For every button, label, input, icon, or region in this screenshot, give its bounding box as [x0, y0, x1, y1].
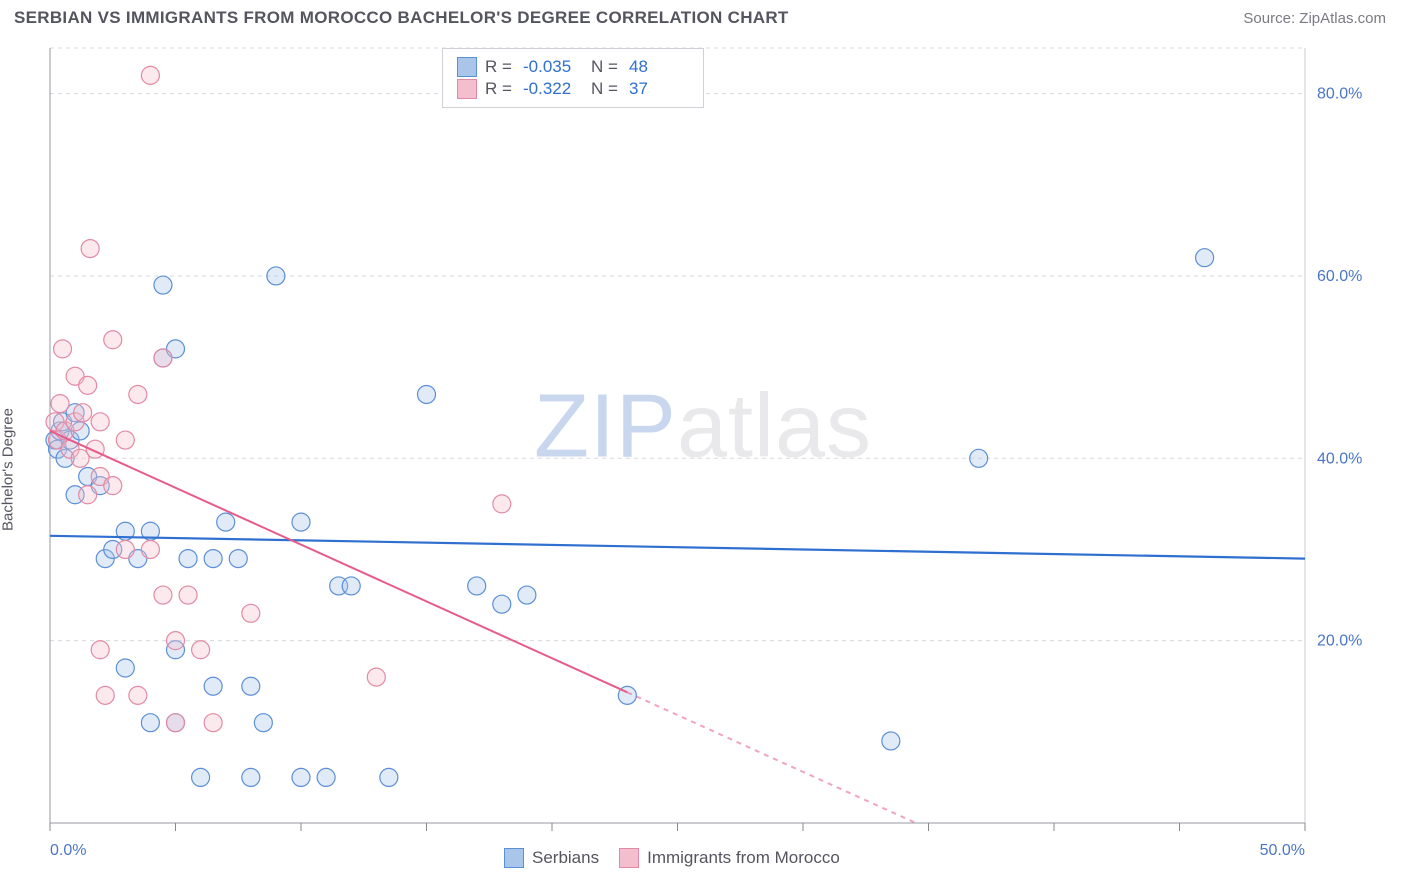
legend-n-value: 37 — [629, 79, 689, 99]
scatter-point — [267, 267, 285, 285]
scatter-point — [229, 550, 247, 568]
scatter-point — [104, 477, 122, 495]
scatter-point — [116, 659, 134, 677]
scatter-point — [380, 768, 398, 786]
trend-line-dashed — [627, 692, 916, 823]
scatter-point — [493, 495, 511, 513]
scatter-point — [141, 66, 159, 84]
legend-item-label: Serbians — [532, 848, 599, 868]
scatter-point — [91, 641, 109, 659]
legend-n-value: 48 — [629, 57, 689, 77]
scatter-point — [129, 686, 147, 704]
legend-r-value: -0.035 — [523, 57, 583, 77]
legend-item-label: Immigrants from Morocco — [647, 848, 840, 868]
legend-n-label: N = — [591, 79, 621, 99]
scatter-point — [54, 340, 72, 358]
scatter-point — [292, 513, 310, 531]
chart-source: Source: ZipAtlas.com — [1243, 10, 1386, 27]
chart-title: SERBIAN VS IMMIGRANTS FROM MOROCCO BACHE… — [14, 8, 789, 28]
scatter-point — [242, 604, 260, 622]
scatter-point — [141, 714, 159, 732]
scatter-point — [970, 449, 988, 467]
scatter-point — [192, 641, 210, 659]
scatter-point — [342, 577, 360, 595]
legend-row: R = -0.035 N = 48 — [457, 57, 689, 77]
legend-r-label: R = — [485, 57, 515, 77]
scatter-point — [317, 768, 335, 786]
source-name: ZipAtlas.com — [1299, 10, 1386, 27]
scatter-point — [79, 486, 97, 504]
scatter-point — [167, 714, 185, 732]
scatter-point — [217, 513, 235, 531]
legend-item: Serbians — [504, 848, 599, 868]
scatter-point — [116, 431, 134, 449]
scatter-point — [204, 677, 222, 695]
svg-text:60.0%: 60.0% — [1317, 268, 1362, 285]
scatter-point — [179, 550, 197, 568]
scatter-point — [418, 385, 436, 403]
scatter-point — [179, 586, 197, 604]
scatter-point — [518, 586, 536, 604]
legend-r-value: -0.322 — [523, 79, 583, 99]
scatter-point — [154, 349, 172, 367]
legend-swatch — [504, 848, 524, 868]
scatter-chart-svg: 0.0% 50.0% 20.0% 40.0% 60.0% 80.0% — [0, 38, 1406, 883]
scatter-point — [154, 586, 172, 604]
legend-swatch — [619, 848, 639, 868]
legend-row: R = -0.322 N = 37 — [457, 79, 689, 99]
scatter-point — [204, 550, 222, 568]
legend-item: Immigrants from Morocco — [619, 848, 840, 868]
svg-text:80.0%: 80.0% — [1317, 86, 1362, 103]
scatter-point — [141, 540, 159, 558]
legend-r-label: R = — [485, 79, 515, 99]
svg-text:40.0%: 40.0% — [1317, 450, 1362, 467]
scatter-point — [129, 385, 147, 403]
scatter-point — [192, 768, 210, 786]
scatter-point — [81, 240, 99, 258]
legend-n-label: N = — [591, 57, 621, 77]
scatter-point — [204, 714, 222, 732]
legend-swatch — [457, 57, 477, 77]
scatter-point — [367, 668, 385, 686]
svg-text:50.0%: 50.0% — [1260, 842, 1305, 859]
scatter-point — [1196, 249, 1214, 267]
svg-text:0.0%: 0.0% — [50, 842, 86, 859]
scatter-point — [91, 413, 109, 431]
scatter-point — [154, 276, 172, 294]
scatter-point — [96, 686, 114, 704]
scatter-point — [104, 331, 122, 349]
scatter-point — [493, 595, 511, 613]
source-prefix: Source: — [1243, 10, 1299, 27]
scatter-point — [882, 732, 900, 750]
scatter-point — [116, 540, 134, 558]
series-legend: Serbians Immigrants from Morocco — [504, 848, 840, 868]
scatter-point — [242, 677, 260, 695]
scatter-point — [74, 404, 92, 422]
scatter-point — [79, 376, 97, 394]
legend-swatch — [457, 79, 477, 99]
chart-area: Bachelor's Degree ZIPatlas 0.0%50.0%20.0… — [0, 38, 1406, 883]
svg-text:20.0%: 20.0% — [1317, 633, 1362, 650]
scatter-point — [51, 395, 69, 413]
scatter-point — [167, 632, 185, 650]
chart-header: SERBIAN VS IMMIGRANTS FROM MOROCCO BACHE… — [0, 0, 1406, 38]
y-axis-label: Bachelor's Degree — [0, 408, 17, 531]
scatter-point — [292, 768, 310, 786]
scatter-point — [242, 768, 260, 786]
scatter-point — [254, 714, 272, 732]
correlation-legend: R = -0.035 N = 48 R = -0.322 N = 37 — [442, 48, 704, 108]
scatter-point — [468, 577, 486, 595]
